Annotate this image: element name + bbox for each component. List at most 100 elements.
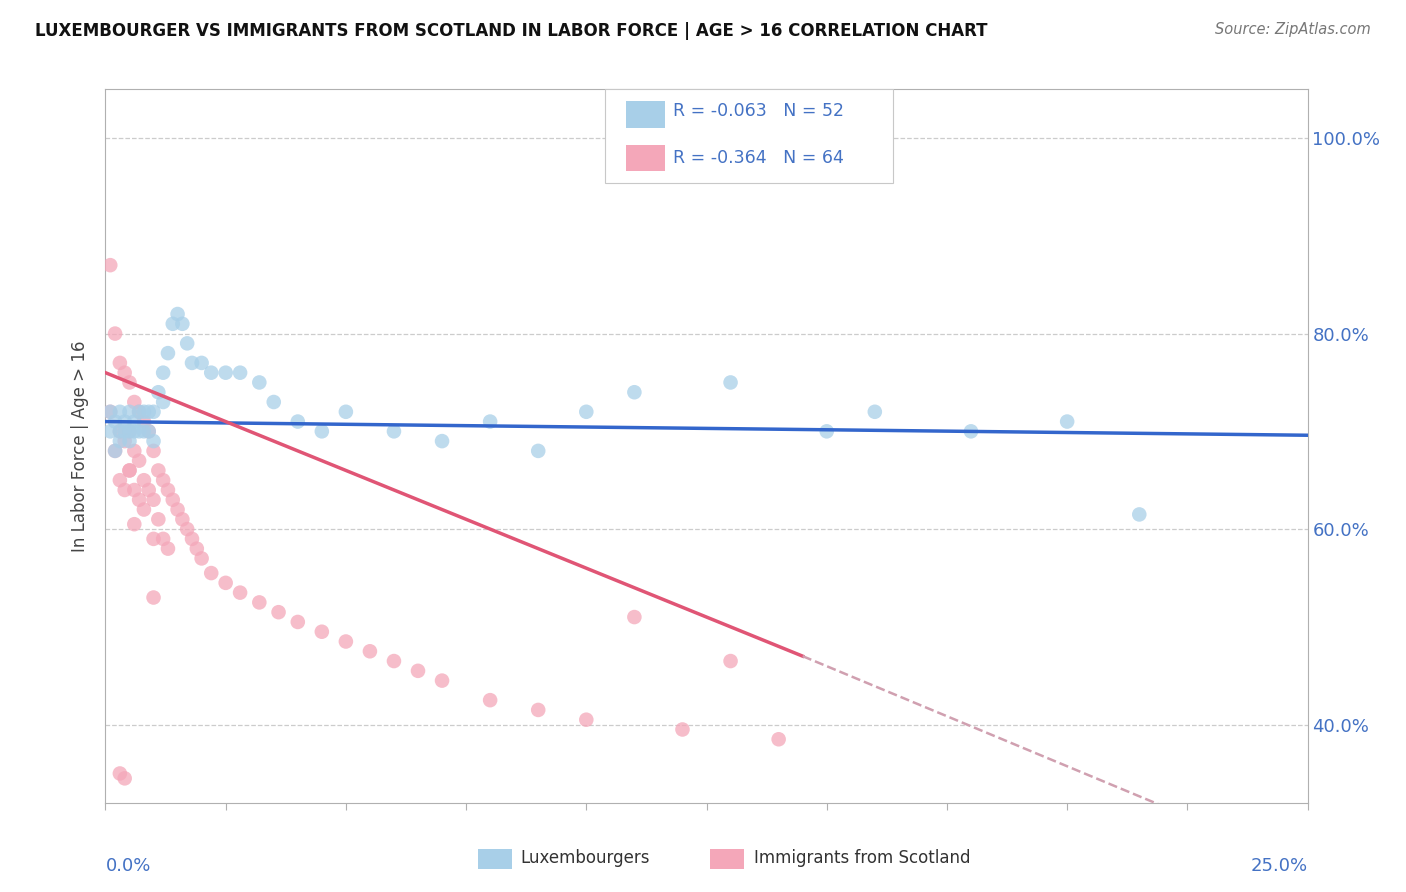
Point xyxy=(108,425,131,439)
Point xyxy=(132,473,155,487)
Point xyxy=(162,317,184,331)
Point xyxy=(172,512,194,526)
Point xyxy=(132,415,155,429)
Point xyxy=(148,463,170,477)
Point xyxy=(124,415,146,429)
Point xyxy=(960,425,983,439)
Point xyxy=(118,376,141,390)
Point xyxy=(382,654,405,668)
Y-axis label: In Labor Force | Age > 16: In Labor Force | Age > 16 xyxy=(72,340,90,552)
Point xyxy=(311,624,333,639)
Point xyxy=(671,723,693,737)
Point xyxy=(124,395,146,409)
Point xyxy=(186,541,208,556)
Point xyxy=(142,434,165,449)
Point xyxy=(114,772,136,786)
Point xyxy=(181,532,204,546)
Point xyxy=(132,502,155,516)
Point xyxy=(176,522,198,536)
Point xyxy=(98,405,121,419)
Point xyxy=(335,405,357,419)
Point xyxy=(1128,508,1150,522)
Point xyxy=(138,425,160,439)
Point xyxy=(108,425,131,439)
Point xyxy=(247,376,270,390)
Point xyxy=(156,541,179,556)
Point xyxy=(114,425,136,439)
Text: Source: ZipAtlas.com: Source: ZipAtlas.com xyxy=(1215,22,1371,37)
Point xyxy=(108,405,131,419)
Point xyxy=(156,346,179,360)
Point xyxy=(166,307,188,321)
Point xyxy=(152,473,174,487)
Point xyxy=(128,492,150,507)
Point xyxy=(98,258,121,272)
Point xyxy=(863,405,886,419)
Point xyxy=(104,443,127,458)
Text: LUXEMBOURGER VS IMMIGRANTS FROM SCOTLAND IN LABOR FORCE | AGE > 16 CORRELATION C: LUXEMBOURGER VS IMMIGRANTS FROM SCOTLAND… xyxy=(35,22,987,40)
Point xyxy=(190,356,212,370)
Point xyxy=(124,425,146,439)
Point xyxy=(152,366,174,380)
Point xyxy=(430,673,453,688)
Point xyxy=(108,766,131,780)
Point xyxy=(104,415,127,429)
Point xyxy=(267,605,290,619)
Point xyxy=(214,366,236,380)
Point xyxy=(108,473,131,487)
Text: R = -0.063   N = 52: R = -0.063 N = 52 xyxy=(673,103,845,120)
Point xyxy=(527,443,550,458)
Point xyxy=(152,395,174,409)
Point xyxy=(132,405,155,419)
Point xyxy=(108,356,131,370)
Point xyxy=(138,405,160,419)
Point xyxy=(128,425,150,439)
Point xyxy=(623,385,645,400)
Text: 0.0%: 0.0% xyxy=(105,856,150,874)
Point xyxy=(359,644,381,658)
Point xyxy=(138,425,160,439)
Point xyxy=(720,376,742,390)
Point xyxy=(768,732,790,747)
Point xyxy=(623,610,645,624)
Point xyxy=(311,425,333,439)
Point xyxy=(138,483,160,497)
Point xyxy=(142,443,165,458)
Point xyxy=(190,551,212,566)
Point xyxy=(148,512,170,526)
Text: 25.0%: 25.0% xyxy=(1250,856,1308,874)
Point xyxy=(148,385,170,400)
Point xyxy=(114,483,136,497)
Point xyxy=(104,443,127,458)
Point xyxy=(128,405,150,419)
Point xyxy=(287,615,309,629)
Point xyxy=(132,425,155,439)
Text: Luxembourgers: Luxembourgers xyxy=(520,849,650,867)
Point xyxy=(527,703,550,717)
Point xyxy=(114,415,136,429)
Point xyxy=(172,317,194,331)
Point xyxy=(166,502,188,516)
Point xyxy=(142,591,165,605)
Point xyxy=(118,405,141,419)
Point xyxy=(200,566,222,580)
Point xyxy=(98,425,121,439)
Point xyxy=(176,336,198,351)
Point xyxy=(200,366,222,380)
Point xyxy=(247,595,270,609)
Point xyxy=(124,483,146,497)
Point xyxy=(815,425,838,439)
Point xyxy=(124,443,146,458)
Point xyxy=(104,326,127,341)
Point xyxy=(118,463,141,477)
Point xyxy=(229,366,252,380)
Point xyxy=(128,453,150,467)
Point xyxy=(124,517,146,532)
Point xyxy=(575,713,598,727)
Point xyxy=(156,483,179,497)
Point xyxy=(128,405,150,419)
Point xyxy=(263,395,285,409)
Point xyxy=(575,405,598,419)
Point xyxy=(720,654,742,668)
Point xyxy=(479,415,502,429)
